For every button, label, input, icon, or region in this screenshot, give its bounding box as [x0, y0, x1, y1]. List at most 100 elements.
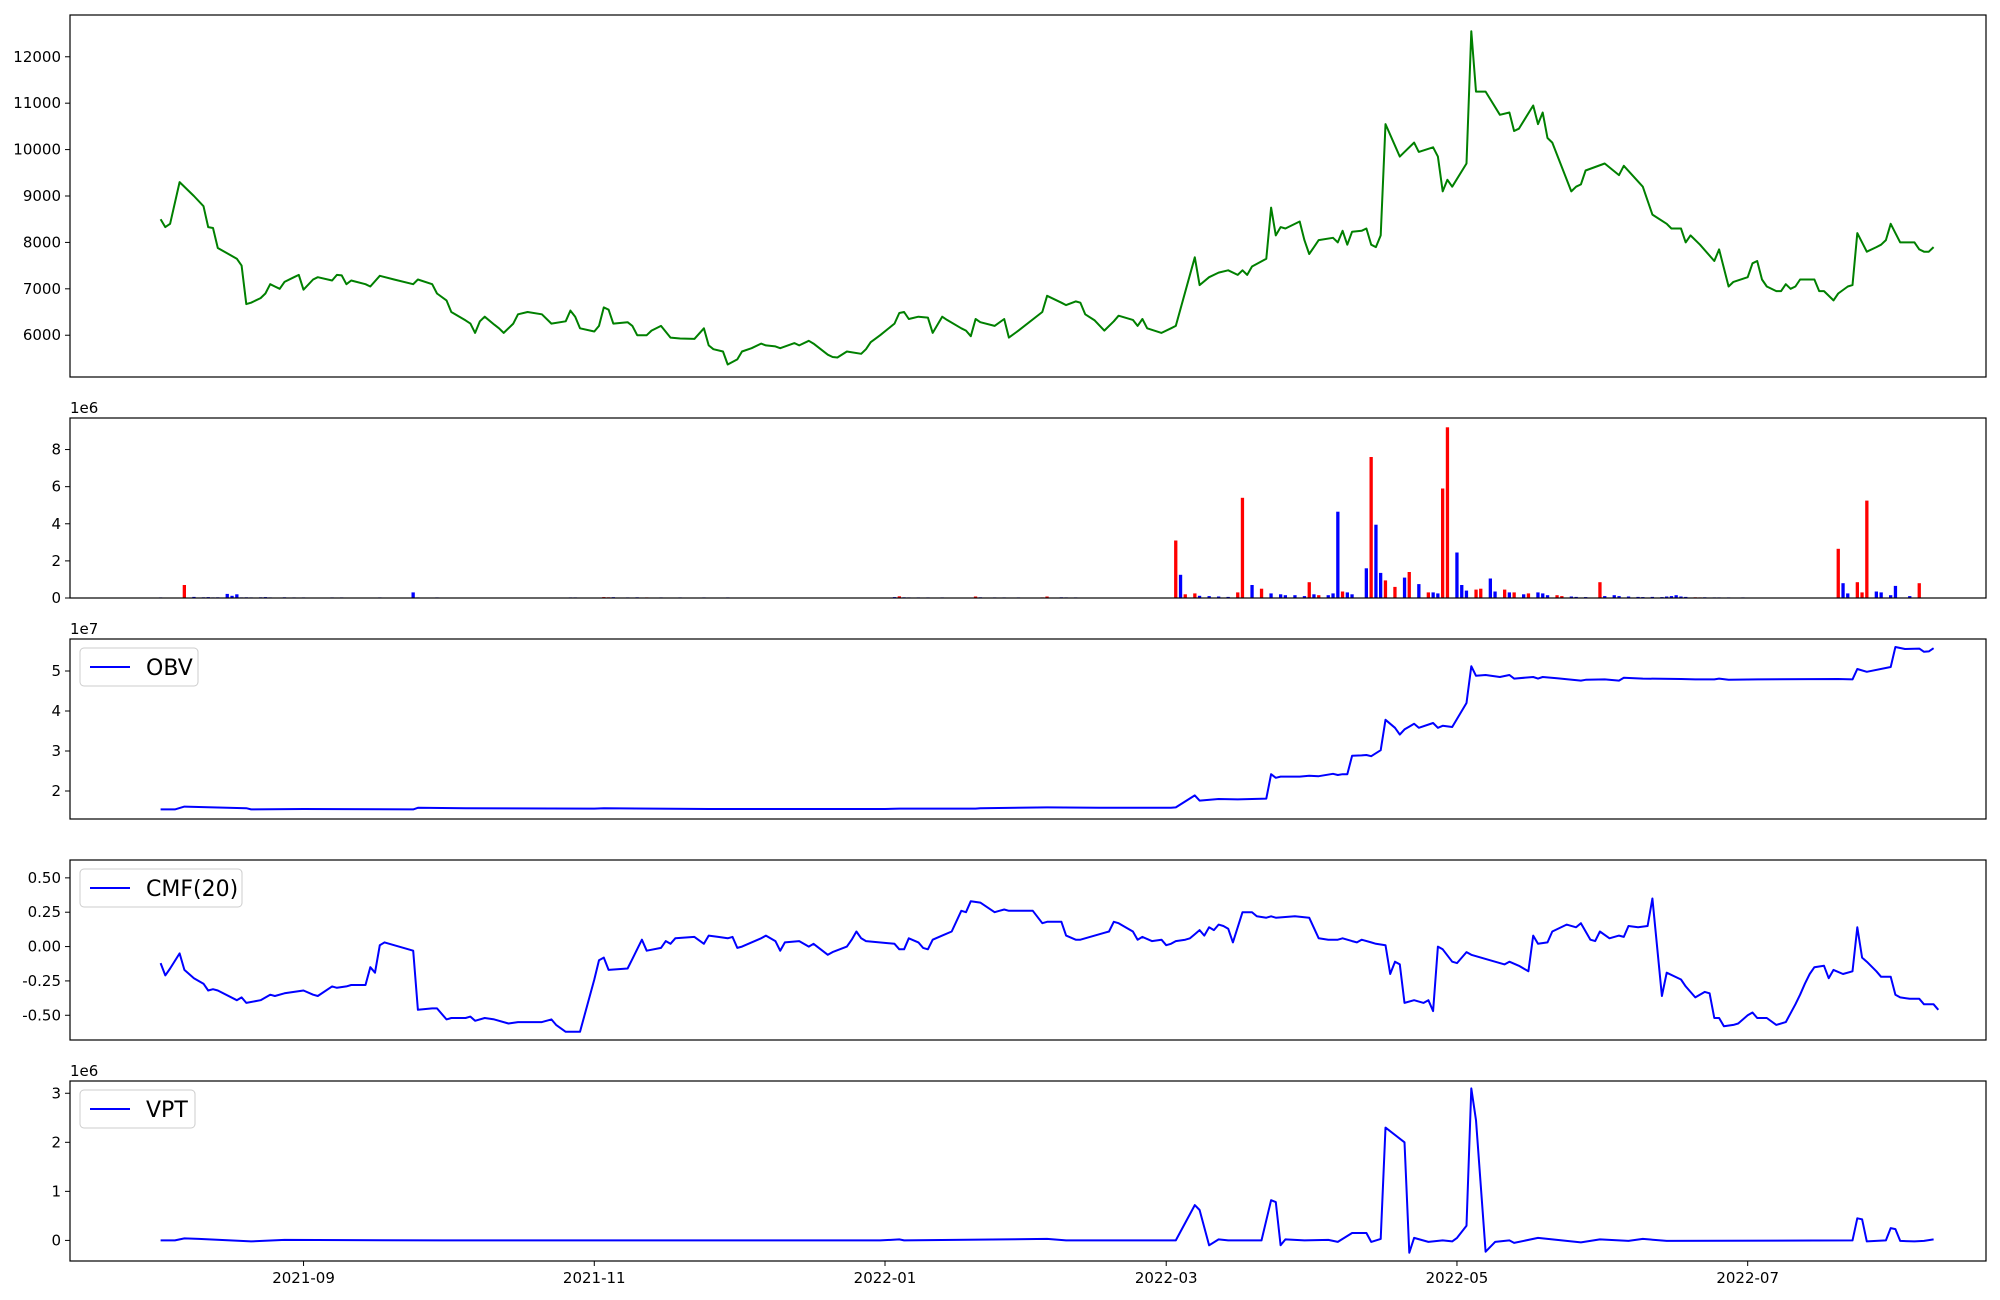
- obv-ticks-layer: 2 3 4 5: [51, 662, 70, 800]
- volume-bar: [411, 592, 415, 598]
- volume-y-tick-label: 0: [51, 589, 61, 607]
- volume-bar: [1417, 584, 1421, 598]
- volume-bar: [1441, 488, 1445, 598]
- cmf-y-tick-label: 0.25: [28, 903, 61, 921]
- price-panel: 6000 7000 8000 9000 10000 11000 12000: [13, 14, 1987, 378]
- volume-bar: [1393, 586, 1397, 598]
- x-tick-label: 2021-11: [563, 1269, 626, 1287]
- volume-bar: [1317, 595, 1321, 598]
- vpt-legend: VPT: [79, 1089, 196, 1129]
- obv-legend-label: OBV: [146, 656, 193, 681]
- obv-y-tick-label: 3: [51, 742, 61, 760]
- cmf-y-tick-label: 0.00: [28, 938, 61, 956]
- volume-bar: [1541, 593, 1545, 598]
- price-y-tick-label: 10000: [13, 141, 61, 159]
- volume-bar: [1917, 583, 1921, 598]
- vpt-axes-frame: [69, 1080, 1987, 1262]
- volume-bar: [1846, 593, 1850, 598]
- cmf-y-tick-label: -0.50: [22, 1006, 61, 1024]
- cmf-y-tick-label: 0.50: [28, 869, 61, 887]
- cmf-panel: -0.50 -0.25 0.00 0.25 0.50 CMF(20): [22, 859, 1987, 1041]
- volume-bar: [1436, 593, 1440, 598]
- volume-bar: [1383, 580, 1388, 598]
- volume-bar: [1279, 594, 1283, 598]
- price-y-tick-label: 7000: [23, 280, 61, 298]
- vpt-panel: 0 1 2 3 1e6 VPT 2021-09 2021-11 2022-01 2022-0…: [51, 1062, 1987, 1287]
- vpt-y-tick-label: 3: [51, 1084, 61, 1102]
- volume-bar: [1545, 595, 1550, 598]
- x-tick-label: 2022-07: [1716, 1269, 1779, 1287]
- cmf-legend: CMF(20): [79, 868, 243, 908]
- volume-bar: [1669, 596, 1674, 598]
- volume-bar: [1626, 596, 1631, 598]
- x-axis-ticks-layer: 2021-09 2021-11 2022-01 2022-03 2022-05 2022-…: [272, 1261, 1779, 1287]
- cmf-ticks-layer: -0.50 -0.25 0.00 0.25 0.50: [22, 869, 70, 1024]
- price-series-line: [159, 30, 1935, 366]
- volume-bar: [1407, 572, 1411, 598]
- volume-bar: [1312, 594, 1316, 598]
- vpt-legend-box: [79, 1089, 196, 1129]
- volume-y-tick-label: 2: [51, 552, 61, 570]
- cmf-series-line: [159, 897, 1940, 1033]
- volume-bar: [1340, 591, 1345, 598]
- vpt-y-tick-label: 2: [51, 1133, 61, 1151]
- obv-exponent-label: 1e7: [70, 620, 98, 638]
- volume-bar: [235, 594, 239, 598]
- obv-panel: 2 3 4 5 1e7 OBV: [51, 620, 1987, 820]
- volume-bar: [1364, 568, 1368, 598]
- volume-bar: [1503, 589, 1507, 598]
- obv-axes-frame: [69, 638, 1987, 820]
- volume-bar: [1560, 596, 1564, 598]
- volume-bar: [1507, 592, 1511, 598]
- vpt-legend-label: VPT: [146, 1098, 188, 1123]
- cmf-legend-label: CMF(20): [146, 877, 238, 902]
- volume-bar: [1512, 592, 1516, 598]
- obv-legend-box: [79, 647, 199, 687]
- volume-bar: [1302, 596, 1307, 598]
- volume-bar: [1874, 591, 1878, 598]
- vpt-series-layer: [160, 1087, 1934, 1254]
- volume-bar: [1240, 497, 1245, 598]
- cmf-series-layer: [159, 897, 1940, 1033]
- price-y-tick-label: 9000: [23, 187, 61, 205]
- volume-y-tick-label: 8: [51, 441, 61, 459]
- x-tick-label: 2022-01: [854, 1269, 917, 1287]
- volume-bar: [1207, 596, 1211, 598]
- vpt-series-line: [160, 1087, 1934, 1254]
- volume-bar: [1374, 524, 1378, 598]
- volume-bar: [1612, 595, 1616, 598]
- volume-bar: [1426, 592, 1430, 598]
- volume-bar: [897, 596, 901, 598]
- volume-bar: [1369, 457, 1373, 598]
- volume-bar: [225, 593, 229, 598]
- volume-bar: [1307, 582, 1311, 598]
- volume-bar: [1865, 500, 1869, 598]
- volume-bar: [1178, 574, 1183, 598]
- obv-series-line: [160, 646, 1935, 811]
- volume-bar: [1402, 577, 1407, 598]
- volume-bar: [1665, 596, 1669, 598]
- cmf-legend-box: [79, 868, 243, 908]
- volume-bar: [1879, 592, 1883, 598]
- volume-bar: [1379, 572, 1383, 598]
- volume-bar: [1269, 593, 1273, 598]
- volume-bar: [1445, 427, 1450, 598]
- volume-bar: [1536, 592, 1540, 598]
- volume-bar: [1197, 595, 1202, 598]
- volume-bar: [1908, 596, 1912, 598]
- volume-bar: [1493, 591, 1497, 598]
- volume-bar: [1431, 592, 1435, 598]
- volume-bar: [1217, 596, 1221, 598]
- obv-y-tick-label: 2: [51, 782, 61, 800]
- volume-bar: [1236, 592, 1240, 598]
- price-y-tick-label: 8000: [23, 233, 61, 251]
- price-y-tick-label: 11000: [13, 94, 61, 112]
- volume-bar: [1259, 588, 1264, 598]
- volume-y-tick-label: 4: [51, 515, 61, 533]
- volume-bar: [1836, 548, 1840, 598]
- volume-bar: [1855, 582, 1859, 598]
- volume-bar: [1522, 594, 1526, 598]
- volume-bar: [1336, 511, 1340, 598]
- x-tick-label: 2022-05: [1426, 1269, 1489, 1287]
